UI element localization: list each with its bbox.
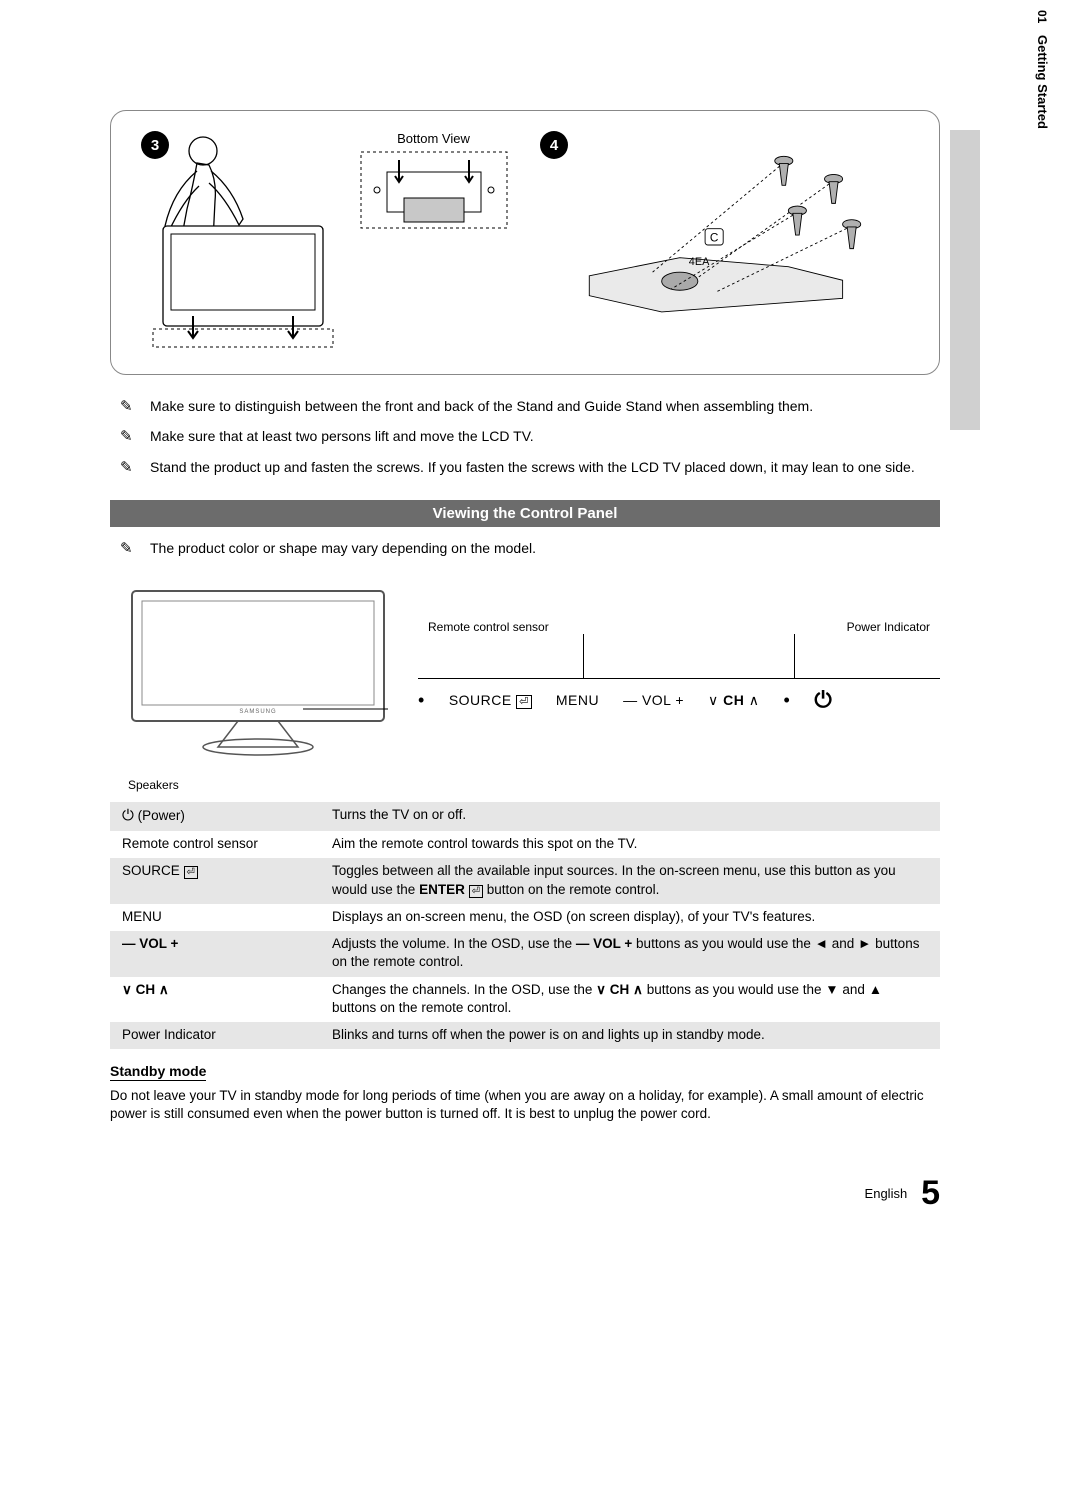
menu-button[interactable]: MENU bbox=[556, 692, 599, 708]
control-key: Power Indicator bbox=[110, 1022, 320, 1049]
control-desc: Turns the TV on or off. bbox=[320, 802, 940, 831]
control-desc: Aim the remote control towards this spot… bbox=[320, 831, 940, 858]
leader-line bbox=[794, 634, 795, 678]
table-row: Remote control sensor Aim the remote con… bbox=[110, 831, 940, 858]
note-text: Make sure that at least two persons lift… bbox=[150, 427, 534, 447]
power-icon[interactable]: ⏻ bbox=[814, 687, 832, 713]
note-icon: ✎ bbox=[120, 539, 140, 559]
control-desc: Displays an on-screen menu, the OSD (on … bbox=[320, 904, 940, 931]
control-key: SOURCE ⏎ bbox=[110, 858, 320, 903]
table-row: ∨ CH ∧ Changes the channels. In the OSD,… bbox=[110, 977, 940, 1022]
controls-table: ⏻ (Power) Turns the TV on or off. Remote… bbox=[110, 802, 940, 1049]
side-tab-label: Getting Started bbox=[1035, 35, 1050, 129]
note-item: ✎ Make sure to distinguish between the f… bbox=[120, 397, 940, 417]
channel-button[interactable]: ∨ CH ∧ bbox=[708, 692, 760, 709]
control-desc: Blinks and turns off when the power is o… bbox=[320, 1022, 940, 1049]
volume-button[interactable]: — VOL + bbox=[623, 692, 684, 708]
side-tab-num: 01 bbox=[1035, 10, 1049, 23]
control-panel-diagram: SAMSUNG Remote control sensor Power Indi… bbox=[128, 587, 940, 760]
note-icon: ✎ bbox=[120, 397, 140, 417]
control-desc: Toggles between all the available input … bbox=[320, 858, 940, 903]
control-button-strip: • SOURCE ⏎ MENU — VOL + ∨ CH ∧ • ⏻ bbox=[418, 678, 940, 713]
control-panel-labels: Remote control sensor Power Indicator • … bbox=[418, 620, 940, 760]
section-heading-bar: Viewing the Control Panel bbox=[110, 500, 940, 527]
screw-qty-label: 4EA bbox=[688, 256, 709, 268]
bottom-view-illustration bbox=[359, 150, 509, 230]
standby-heading: Standby mode bbox=[110, 1063, 206, 1081]
control-key: ⏻ (Power) bbox=[110, 802, 320, 831]
table-row: — VOL + Adjusts the volume. In the OSD, … bbox=[110, 931, 940, 976]
control-key: Remote control sensor bbox=[110, 831, 320, 858]
step-badge-3: 3 bbox=[141, 131, 169, 159]
person-holding-tv-illustration bbox=[143, 131, 343, 354]
page-footer: English 5 bbox=[110, 1174, 940, 1213]
note-text: The product color or shape may vary depe… bbox=[150, 539, 536, 559]
speakers-label: Speakers bbox=[128, 778, 980, 792]
svg-text:SAMSUNG: SAMSUNG bbox=[239, 709, 276, 715]
table-row: Power Indicator Blinks and turns off whe… bbox=[110, 1022, 940, 1049]
footer-language: English bbox=[865, 1186, 908, 1201]
screws-illustration: C 4EA bbox=[555, 131, 895, 321]
control-desc: Changes the channels. In the OSD, use th… bbox=[320, 977, 940, 1022]
note-text: Make sure to distinguish between the fro… bbox=[150, 397, 813, 417]
note-item: ✎ Make sure that at least two persons li… bbox=[120, 427, 940, 447]
table-row: SOURCE ⏎ Toggles between all the availab… bbox=[110, 858, 940, 903]
bottom-view-label: Bottom View bbox=[359, 131, 509, 146]
power-indicator-label: Power Indicator bbox=[847, 620, 930, 634]
bottom-view-panel: Bottom View bbox=[359, 131, 509, 233]
control-desc: Adjusts the volume. In the OSD, use the … bbox=[320, 931, 940, 976]
section-note: ✎ The product color or shape may vary de… bbox=[120, 539, 940, 559]
table-row: MENU Displays an on-screen menu, the OSD… bbox=[110, 904, 940, 931]
enter-icon: ⏎ bbox=[516, 695, 532, 709]
footer-page-number: 5 bbox=[921, 1174, 940, 1212]
table-row: ⏻ (Power) Turns the TV on or off. bbox=[110, 802, 940, 831]
side-tab: 01 Getting Started bbox=[1020, 0, 1050, 129]
step-badge-4: 4 bbox=[540, 131, 568, 159]
note-text: Stand the product up and fasten the scre… bbox=[150, 458, 915, 478]
assembly-notes: ✎ Make sure to distinguish between the f… bbox=[120, 397, 940, 478]
tv-front-illustration: SAMSUNG bbox=[128, 587, 388, 760]
note-item: ✎ Stand the product up and fasten the sc… bbox=[120, 458, 940, 478]
control-key: ∨ CH ∧ bbox=[110, 977, 320, 1022]
note-icon: ✎ bbox=[120, 458, 140, 478]
assembly-step-3: 3 bbox=[141, 131, 510, 354]
side-tab-bg bbox=[950, 130, 980, 430]
control-key: — VOL + bbox=[110, 931, 320, 976]
assembly-diagram: 3 bbox=[110, 110, 940, 375]
note-icon: ✎ bbox=[120, 427, 140, 447]
source-button[interactable]: SOURCE ⏎ bbox=[449, 692, 532, 708]
assembly-step-4: 4 C 4EA bbox=[540, 131, 909, 354]
screw-c-label: C bbox=[709, 231, 718, 244]
remote-sensor-label: Remote control sensor bbox=[428, 620, 549, 634]
leader-line bbox=[583, 634, 584, 678]
standby-body: Do not leave your TV in standby mode for… bbox=[110, 1087, 940, 1123]
control-key: MENU bbox=[110, 904, 320, 931]
